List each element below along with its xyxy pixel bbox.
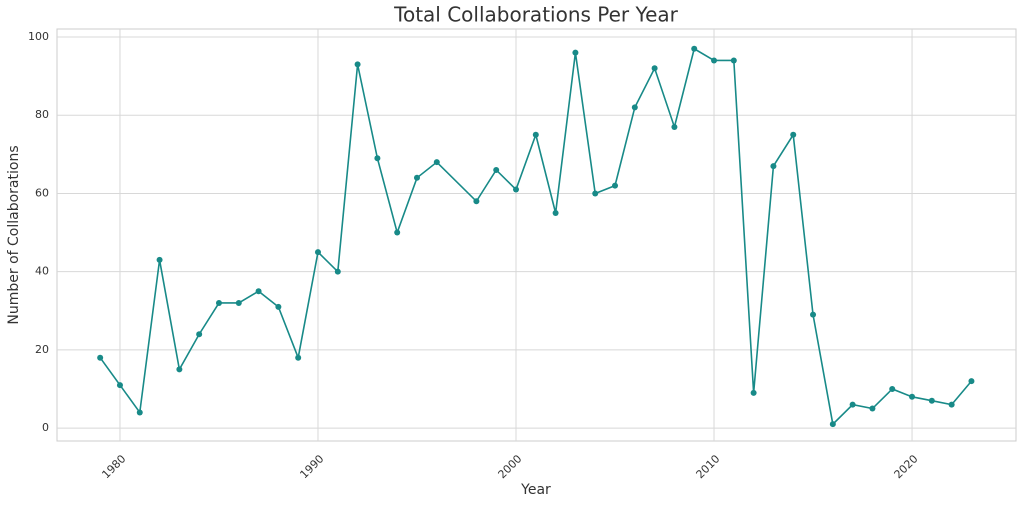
data-point <box>730 57 737 64</box>
data-point <box>612 182 619 189</box>
data-point <box>473 198 480 205</box>
data-point <box>334 268 341 275</box>
data-point <box>314 249 321 256</box>
y-tick-label: 80 <box>35 108 49 121</box>
data-point <box>156 256 163 263</box>
data-point <box>928 397 935 404</box>
data-point <box>493 166 500 173</box>
x-tick-label: 2020 <box>892 452 921 481</box>
data-point <box>770 163 777 170</box>
data-point <box>691 45 698 52</box>
x-tick-label: 1980 <box>99 452 128 481</box>
x-tick-label: 2010 <box>694 452 723 481</box>
data-point <box>433 159 440 166</box>
data-point <box>374 155 381 162</box>
data-point <box>275 303 282 310</box>
data-point <box>810 311 817 318</box>
data-point <box>572 49 579 56</box>
data-point <box>215 299 222 306</box>
data-point <box>354 61 361 68</box>
plot-frame <box>56 28 1017 442</box>
data-point <box>711 57 718 64</box>
data-point <box>532 131 539 138</box>
chart-title: Total Collaborations Per Year <box>393 3 678 27</box>
x-axis-label: Year <box>520 482 551 498</box>
data-point <box>948 401 955 408</box>
data-point <box>413 174 420 181</box>
data-point <box>116 382 123 389</box>
data-point <box>176 366 183 373</box>
data-point <box>968 378 975 385</box>
data-point <box>592 190 599 197</box>
data-point <box>255 288 262 295</box>
data-point <box>889 385 896 392</box>
data-point <box>394 229 401 236</box>
data-point <box>671 123 678 130</box>
data-point <box>513 186 520 193</box>
data-point <box>790 131 797 138</box>
y-axis-label: Number of Collaborations <box>6 145 22 324</box>
data-point <box>136 409 143 416</box>
data-point <box>750 389 757 396</box>
data-point <box>97 354 104 361</box>
data-point <box>869 405 876 412</box>
y-tick-label: 100 <box>28 30 49 43</box>
x-tick-label: 2000 <box>495 452 524 481</box>
data-point <box>651 65 658 72</box>
y-tick-label: 40 <box>35 265 49 278</box>
data-line <box>99 47 973 426</box>
data-point <box>909 393 916 400</box>
data-point <box>631 104 638 111</box>
data-point <box>235 299 242 306</box>
data-point <box>849 401 856 408</box>
data-point <box>829 421 836 428</box>
y-tick-label: 60 <box>35 186 49 199</box>
y-tick-label: 0 <box>42 421 49 434</box>
data-point <box>552 210 559 217</box>
x-tick-label: 1990 <box>297 452 326 481</box>
y-tick-label: 20 <box>35 343 49 356</box>
data-point <box>196 331 203 338</box>
data-point <box>295 354 302 361</box>
